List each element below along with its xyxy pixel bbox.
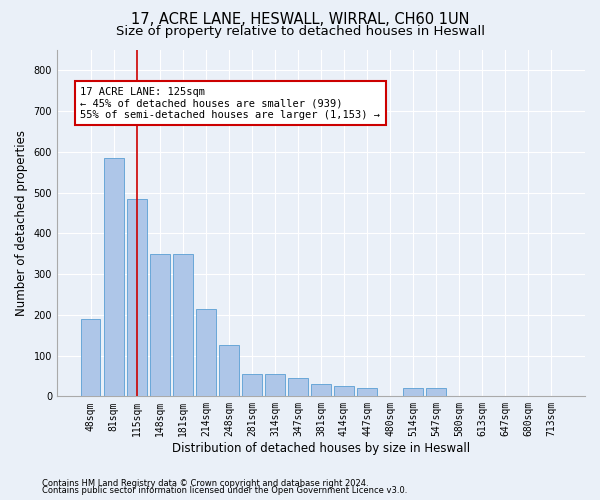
Text: Contains HM Land Registry data © Crown copyright and database right 2024.: Contains HM Land Registry data © Crown c… <box>42 478 368 488</box>
Bar <box>173 254 193 396</box>
Bar <box>334 386 354 396</box>
Bar <box>127 198 146 396</box>
Bar <box>104 158 124 396</box>
Bar <box>288 378 308 396</box>
Bar <box>242 374 262 396</box>
Text: Contains public sector information licensed under the Open Government Licence v3: Contains public sector information licen… <box>42 486 407 495</box>
Bar <box>265 374 284 396</box>
Bar <box>81 319 100 396</box>
Bar <box>150 254 170 396</box>
Bar <box>403 388 423 396</box>
Bar <box>357 388 377 396</box>
Y-axis label: Number of detached properties: Number of detached properties <box>15 130 28 316</box>
Text: 17, ACRE LANE, HESWALL, WIRRAL, CH60 1UN: 17, ACRE LANE, HESWALL, WIRRAL, CH60 1UN <box>131 12 469 28</box>
Text: 17 ACRE LANE: 125sqm
← 45% of detached houses are smaller (939)
55% of semi-deta: 17 ACRE LANE: 125sqm ← 45% of detached h… <box>80 86 380 120</box>
Bar <box>311 384 331 396</box>
Bar <box>426 388 446 396</box>
X-axis label: Distribution of detached houses by size in Heswall: Distribution of detached houses by size … <box>172 442 470 455</box>
Bar <box>196 308 215 396</box>
Bar <box>219 346 239 397</box>
Text: Size of property relative to detached houses in Heswall: Size of property relative to detached ho… <box>115 25 485 38</box>
